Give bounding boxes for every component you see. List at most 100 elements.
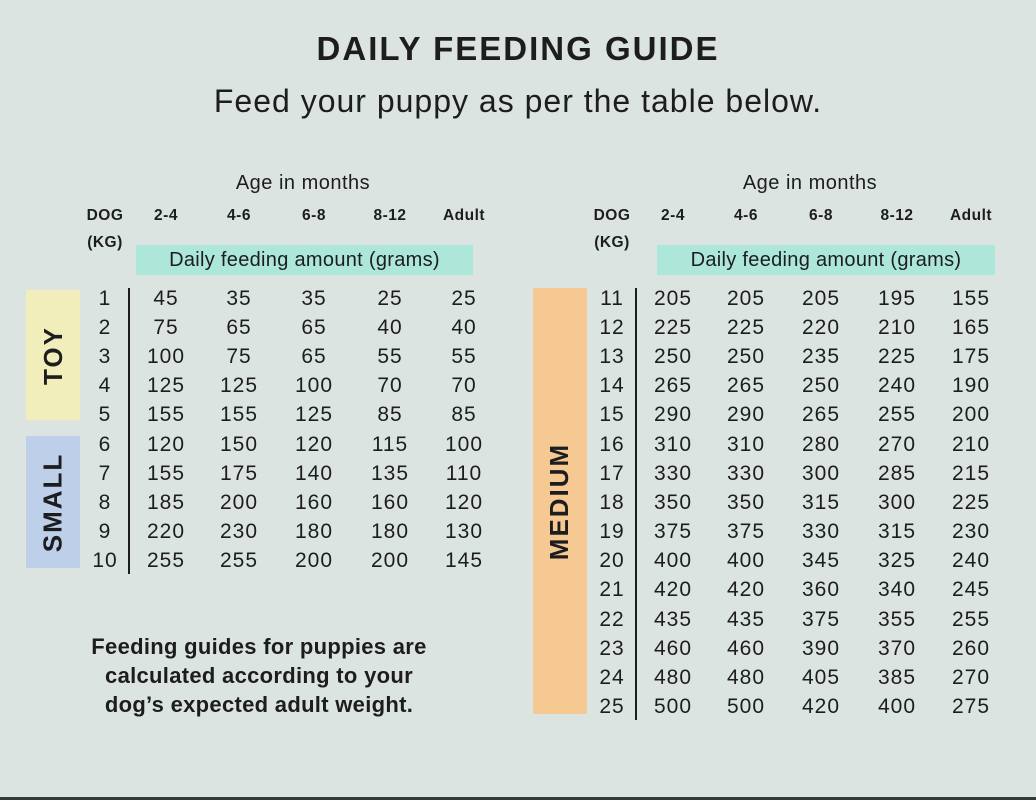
dog-weight-kg: 14 (599, 374, 625, 398)
feeding-amount-value: 255 (146, 549, 186, 573)
feeding-amount-value: 100 (146, 344, 186, 368)
feeding-amount-value: 75 (153, 315, 179, 339)
feeding-amount-value: 220 (146, 520, 186, 544)
feeding-amount-value: 45 (153, 286, 179, 310)
feeding-amount-value: 55 (451, 344, 477, 368)
table-divider-line (128, 288, 130, 574)
category-label-small: SMALL (37, 452, 68, 552)
feeding-amount-value: 400 (653, 549, 693, 573)
feeding-amount-value: 330 (801, 520, 841, 544)
feeding-amount-value: 160 (294, 490, 334, 514)
table-row: 5 155 155 125 85 85 (80, 401, 500, 430)
table-row: 19 375 375 330 315 230 (587, 518, 1007, 547)
dog-kg-unit-label: (KG) (87, 234, 123, 251)
feeding-amount-value: 480 (653, 666, 693, 690)
feeding-amount-value: 255 (219, 549, 259, 573)
feeding-amount-value: 460 (653, 636, 693, 660)
age-column-header: 4-6 (734, 207, 758, 224)
feeding-amount-value: 200 (294, 549, 334, 573)
dog-weight-kg: 17 (599, 461, 625, 485)
feeding-amount-value: 250 (653, 344, 693, 368)
table-row: 16 310 310 280 270 210 (587, 430, 1007, 459)
footer-note: Feeding guides for puppies are calculate… (20, 632, 498, 719)
dog-kg-header: DOG (86, 207, 124, 224)
dog-weight-kg: 7 (98, 461, 112, 485)
dog-weight-kg: 24 (599, 666, 625, 690)
feeding-amount-value: 280 (801, 432, 841, 456)
dog-weight-kg: 25 (599, 695, 625, 719)
feeding-table-medium: Age in months DOG 2-4 4-6 6-8 8-12 Adult… (533, 170, 1011, 770)
feeding-amount-value: 230 (219, 520, 259, 544)
feeding-amount-value: 145 (444, 549, 484, 573)
dog-weight-kg: 18 (599, 490, 625, 514)
feeding-amount-value: 270 (951, 666, 991, 690)
table-row: 7 155 175 140 135 110 (80, 459, 500, 488)
feeding-amount-value: 460 (726, 636, 766, 660)
feeding-amount-value: 155 (146, 403, 186, 427)
feeding-amount-value: 250 (801, 374, 841, 398)
table-row: 3 100 75 65 55 55 (80, 342, 500, 371)
age-column-header: 6-8 (302, 207, 326, 224)
feeding-amount-value: 270 (877, 432, 917, 456)
feeding-amount-value: 225 (653, 315, 693, 339)
feeding-amount-value: 35 (301, 286, 327, 310)
feeding-amount-value: 180 (370, 520, 410, 544)
feeding-amount-value: 265 (801, 403, 841, 427)
age-in-months-header: Age in months (742, 172, 878, 194)
feeding-amount-value: 160 (370, 490, 410, 514)
feeding-amount-value: 115 (371, 432, 409, 456)
dog-weight-kg: 1 (98, 286, 112, 310)
dog-weight-kg: 8 (98, 490, 112, 514)
table-row: 11 205 205 205 195 155 (587, 284, 1007, 313)
feeding-amount-value: 225 (726, 315, 766, 339)
footer-note-line: calculated according to your (105, 663, 413, 688)
table-row: 23 460 460 390 370 260 (587, 634, 1007, 663)
feeding-amount-value: 210 (951, 432, 991, 456)
age-column-header: 2-4 (154, 207, 178, 224)
dog-weight-kg: 15 (599, 403, 625, 427)
dog-weight-kg: 2 (98, 315, 112, 339)
table-row: 13 250 250 235 225 175 (587, 342, 1007, 371)
feeding-amount-value: 120 (146, 432, 186, 456)
feeding-amount-value: 330 (726, 461, 766, 485)
feeding-amount-value: 225 (951, 490, 991, 514)
dog-weight-kg: 19 (599, 520, 625, 544)
feeding-amount-value: 65 (226, 315, 252, 339)
feeding-amount-value: 100 (294, 374, 334, 398)
feeding-amount-value: 135 (370, 461, 410, 485)
feeding-amount-value: 205 (726, 286, 766, 310)
category-label-medium: MEDIUM (544, 442, 575, 560)
feeding-amount-value: 155 (146, 461, 186, 485)
feeding-amount-value: 175 (951, 344, 991, 368)
feeding-amount-value: 260 (951, 636, 991, 660)
feeding-amount-value: 220 (801, 315, 841, 339)
feeding-amount-value: 385 (877, 666, 917, 690)
page-subtitle: Feed your puppy as per the table below. (213, 83, 823, 119)
feeding-amount-value: 290 (653, 403, 693, 427)
feeding-amount-value: 200 (219, 490, 259, 514)
feeding-amount-value: 285 (877, 461, 917, 485)
feeding-amount-value: 180 (294, 520, 334, 544)
dog-weight-kg: 13 (599, 344, 625, 368)
feeding-amount-value: 275 (951, 695, 991, 719)
table-row: 21 420 420 360 340 245 (587, 576, 1007, 605)
table-row: 20 400 400 345 325 240 (587, 547, 1007, 576)
feeding-amount-value: 40 (377, 315, 403, 339)
feeding-table-toy-small: Age in months DOG 2-4 4-6 6-8 8-12 Adult… (26, 170, 504, 770)
feeding-amount-value: 225 (877, 344, 917, 368)
feeding-amount-value: 355 (877, 607, 917, 631)
dog-weight-kg: 12 (599, 315, 625, 339)
feeding-amount-value: 125 (294, 403, 334, 427)
feeding-amount-value: 235 (801, 344, 841, 368)
feeding-amount-value: 200 (370, 549, 410, 573)
feeding-amount-value: 55 (377, 344, 403, 368)
feeding-amount-value: 165 (951, 315, 991, 339)
feeding-amount-value: 480 (726, 666, 766, 690)
table-body: 11 205 205 205 195 155 12 225 225 220 210 165 13 250 2… (587, 284, 1007, 722)
table-row: 22 435 435 375 355 255 (587, 605, 1007, 634)
feeding-amount-value: 120 (444, 490, 484, 514)
table-row: 9 220 230 180 180 130 (80, 518, 500, 547)
feeding-amount-value: 205 (801, 286, 841, 310)
feeding-amount-value: 65 (301, 344, 327, 368)
dog-weight-kg: 22 (599, 607, 625, 631)
